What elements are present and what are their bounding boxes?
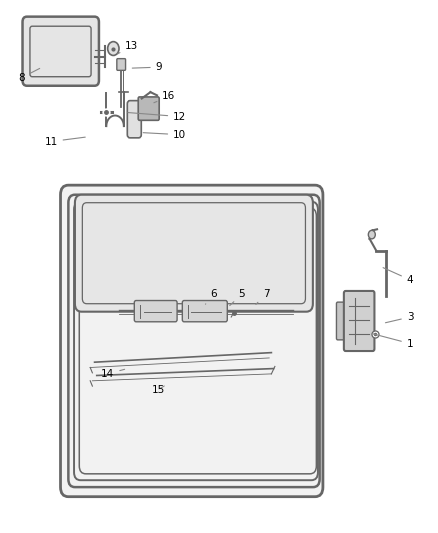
FancyBboxPatch shape <box>344 291 374 351</box>
Text: 13: 13 <box>118 41 138 54</box>
FancyBboxPatch shape <box>117 59 126 70</box>
Text: 14: 14 <box>101 369 125 379</box>
Text: 16: 16 <box>154 91 176 103</box>
Circle shape <box>368 230 375 239</box>
FancyBboxPatch shape <box>127 101 141 138</box>
Circle shape <box>108 42 119 55</box>
Text: 15: 15 <box>151 385 165 395</box>
Text: 8: 8 <box>18 68 40 83</box>
Text: 6: 6 <box>205 289 217 304</box>
FancyBboxPatch shape <box>60 185 323 497</box>
Text: 9: 9 <box>132 62 162 72</box>
Text: 5: 5 <box>230 289 245 305</box>
Text: 7: 7 <box>256 289 269 304</box>
FancyBboxPatch shape <box>182 301 227 322</box>
FancyBboxPatch shape <box>75 195 313 312</box>
Text: 4: 4 <box>383 268 413 285</box>
FancyBboxPatch shape <box>134 301 177 322</box>
Text: 11: 11 <box>44 136 85 147</box>
FancyBboxPatch shape <box>336 302 348 340</box>
Text: 1: 1 <box>372 334 413 349</box>
Text: 12: 12 <box>128 111 187 122</box>
Text: 3: 3 <box>385 312 413 323</box>
FancyBboxPatch shape <box>138 97 159 120</box>
Text: 10: 10 <box>143 130 186 140</box>
FancyBboxPatch shape <box>22 17 99 86</box>
